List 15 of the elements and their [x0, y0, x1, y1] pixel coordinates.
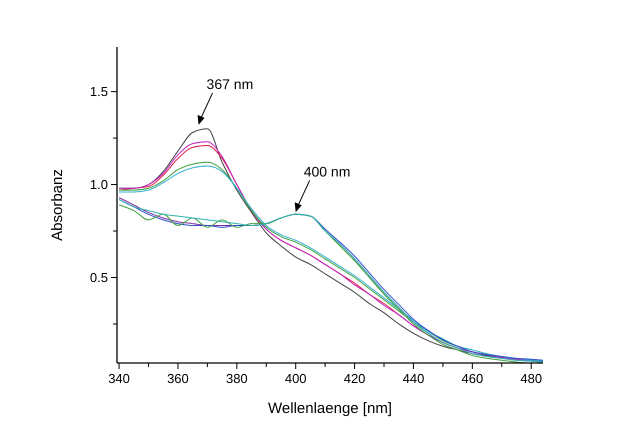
- annotation: 400 nm: [304, 163, 350, 180]
- y-tick-label: 0.5: [90, 270, 108, 286]
- x-tick-label: 400: [284, 371, 307, 386]
- x-tick-label: 440: [402, 371, 424, 386]
- y-axis-title: Absorbanz: [49, 169, 66, 241]
- x-tick-label: 420: [344, 371, 366, 386]
- x-axis-title: Wellenlaenge [nm]: [268, 400, 392, 417]
- x-tick-label: 460: [461, 371, 484, 386]
- x-tick-label: 360: [167, 371, 189, 386]
- x-tick-label: 380: [226, 371, 248, 386]
- annotation: 367 nm: [206, 76, 254, 92]
- y-tick-label: 1.0: [90, 177, 108, 192]
- x-tick-label: 340: [108, 371, 130, 386]
- x-tick-label: 480: [520, 371, 542, 386]
- y-tick-label: 1.5: [90, 84, 108, 100]
